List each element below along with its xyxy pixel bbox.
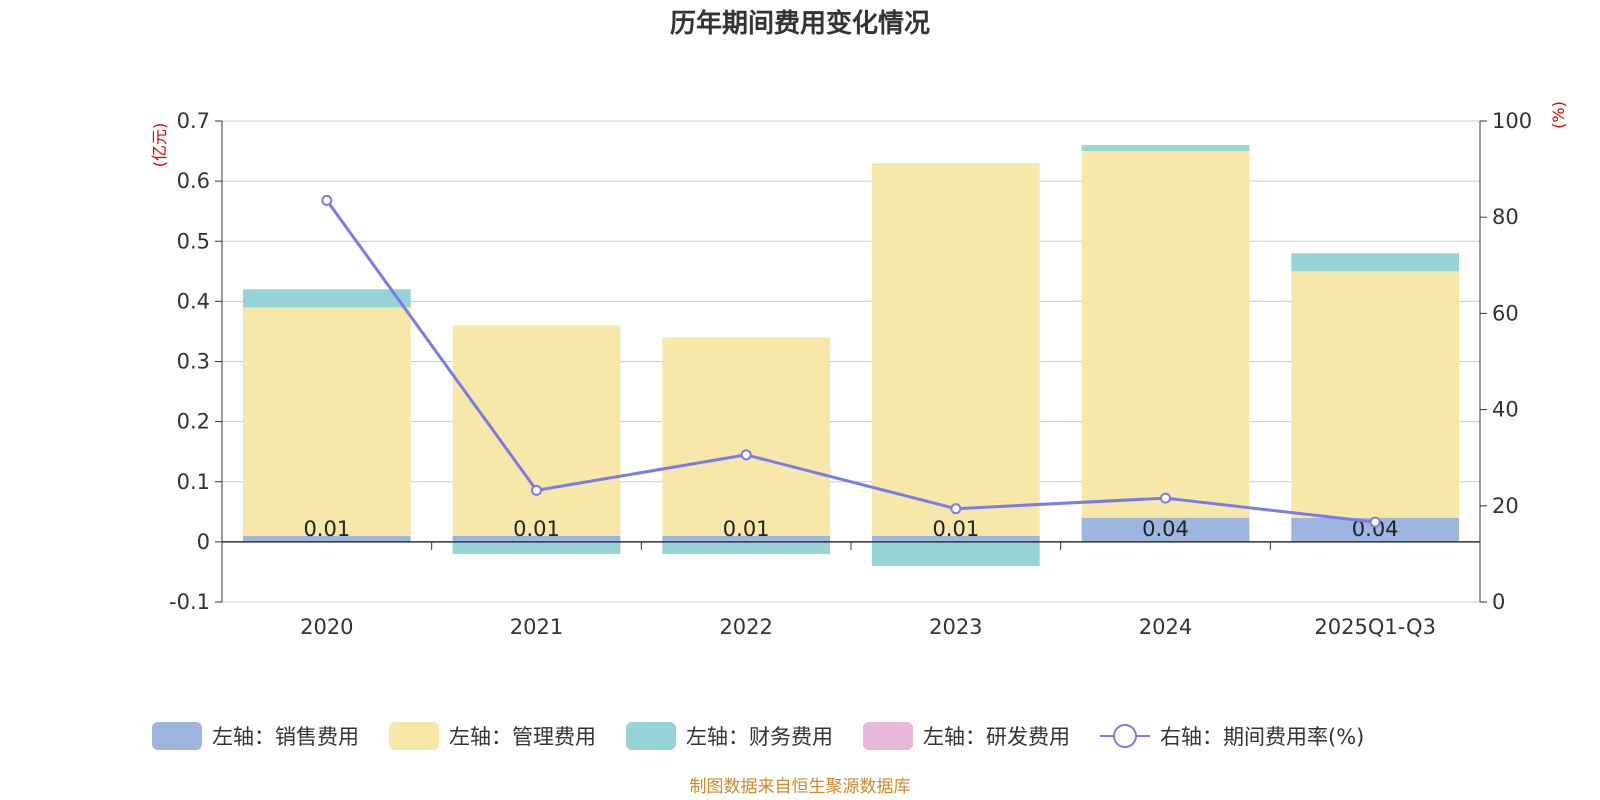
left-tick-label: 0 [197, 530, 210, 554]
left-axis-unit: (亿元) [150, 123, 169, 168]
right-axis-unit: (%) [1549, 101, 1568, 129]
bar-segment [1081, 145, 1250, 152]
bar-segment [871, 541, 1040, 566]
bar-segment [1081, 517, 1250, 542]
legend-label: 右轴：期间费用率(%) [1160, 725, 1364, 749]
bar-data-label: 0.01 [723, 517, 770, 541]
rate-point [740, 449, 752, 461]
right-tick-label: 0 [1492, 590, 1505, 614]
bar-segment [662, 535, 831, 542]
left-tick-label: 0.2 [177, 410, 210, 434]
bar-segment [662, 337, 831, 536]
rate-point [321, 194, 333, 206]
right-tick-label: 60 [1492, 301, 1519, 325]
left-tick-label: -0.1 [169, 590, 210, 614]
rate-line-layer [321, 194, 1381, 528]
axes-layer: -0.1 0 0.1 0.2 0.3 0.4 0.5 0.6 0.7 0 20 40 60 80 100 20… [169, 109, 1532, 639]
category-label: 2023 [929, 615, 982, 639]
category-label: 2020 [300, 615, 353, 639]
legend-label: 左轴：财务费用 [686, 725, 833, 749]
legend-swatch [626, 722, 676, 750]
legend-swatch [1113, 724, 1137, 748]
rate-point [531, 484, 542, 496]
bar-segment [242, 535, 411, 542]
left-tick-label: 0.7 [177, 109, 210, 133]
rate-line [325, 199, 1376, 524]
chart-title: 历年期间费用变化情况 [670, 8, 930, 39]
right-tick-label: 100 [1492, 109, 1532, 133]
source-note: 制图数据来自恒生聚源数据库 [690, 777, 911, 797]
legend-label: 左轴：销售费用 [212, 725, 359, 749]
bar-segment [871, 163, 1040, 536]
bar-segment [452, 541, 621, 554]
bar-segment [242, 289, 411, 308]
category-label: 2024 [1139, 615, 1192, 639]
bar-data-label: 0.01 [932, 517, 979, 541]
bar-segment [871, 535, 1040, 542]
bar-data-label: 0.04 [1142, 517, 1189, 541]
bar-segment [452, 535, 621, 542]
legend-swatch [389, 722, 439, 750]
legend: 左轴：销售费用 左轴：管理费用 左轴：财务费用 左轴：研发费用 右轴：期间费用率(%) [152, 722, 1364, 750]
legend-swatch [152, 722, 202, 750]
bar-segment [1081, 151, 1250, 518]
category-label: 2022 [719, 615, 772, 639]
bar-data-label: 0.01 [303, 517, 350, 541]
right-tick-label: 80 [1492, 205, 1519, 229]
bars-layer [242, 145, 1460, 566]
bar-data-label: 0.01 [513, 517, 560, 541]
bar-segment [1291, 253, 1460, 272]
left-tick-label: 0.3 [177, 350, 210, 374]
left-tick-label: 0.4 [177, 289, 210, 313]
data-labels-layer: 0.01 0.01 0.01 0.01 0.04 0.04 [303, 517, 1398, 541]
right-tick-label: 40 [1492, 398, 1519, 422]
bar-segment [1291, 271, 1460, 518]
legend-swatch [863, 722, 913, 750]
rate-point [1369, 516, 1381, 528]
rate-point [950, 503, 962, 515]
bar-segment [452, 325, 621, 536]
bar-segment [242, 307, 411, 536]
legend-label: 左轴：研发费用 [923, 725, 1070, 749]
rate-point [1160, 492, 1171, 504]
bar-segment [662, 541, 831, 554]
category-label: 2025Q1-Q3 [1314, 615, 1436, 639]
left-tick-label: 0.1 [177, 470, 210, 494]
category-label: 2021 [510, 615, 563, 639]
right-tick-label: 20 [1492, 494, 1519, 518]
left-tick-label: 0.5 [177, 229, 210, 253]
left-tick-label: 0.6 [177, 169, 210, 193]
legend-label: 左轴：管理费用 [449, 725, 596, 749]
